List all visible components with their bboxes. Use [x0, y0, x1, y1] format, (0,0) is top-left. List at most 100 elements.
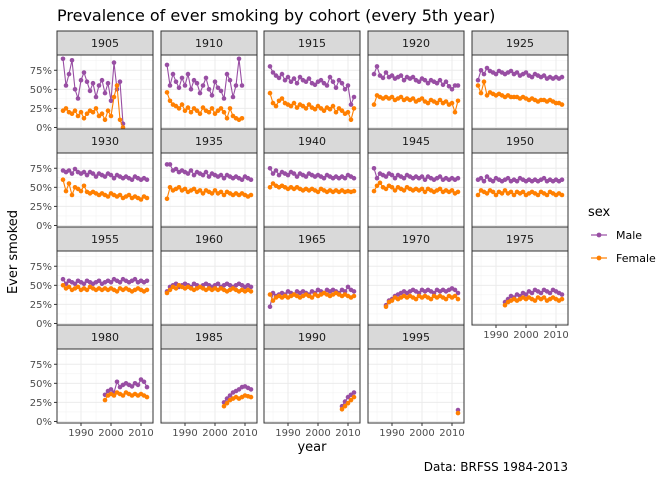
series-male-point — [233, 83, 239, 88]
y-tick-label: 0% — [36, 417, 52, 428]
series-male-point — [425, 80, 431, 86]
series-female-point — [78, 109, 84, 115]
series-male-point — [342, 87, 348, 92]
series-female-point — [221, 192, 227, 198]
series-male-point — [327, 74, 333, 80]
series-male-point — [144, 384, 150, 390]
chart-caption: Data: BRFSS 1984-2013 — [424, 460, 568, 474]
series-female-point — [532, 298, 538, 303]
series-female-point — [455, 410, 461, 416]
series-male-point — [294, 174, 300, 179]
series-female-point — [179, 102, 185, 107]
series-male-point — [452, 287, 458, 293]
x-tick-label: 2010 — [232, 428, 257, 439]
series-male-point — [129, 384, 135, 389]
x-tick-label: 2010 — [439, 428, 464, 439]
series-male-point — [389, 73, 395, 78]
series-female-point — [144, 195, 150, 201]
series-male-point — [197, 90, 203, 96]
series-male-point — [559, 292, 565, 297]
facet-1960: 1960 — [160, 226, 258, 326]
series-male-point — [270, 70, 276, 75]
series-male-point — [345, 83, 351, 88]
facet-strip-label: 1980 — [91, 331, 119, 344]
series-male-point — [541, 73, 547, 78]
x-tick-label: 1990 — [379, 428, 404, 439]
facet-panel-background — [57, 153, 153, 227]
series-male-point — [66, 168, 72, 173]
series-female-point — [437, 186, 443, 192]
series-female-point — [191, 186, 197, 192]
x-tick-label: 2000 — [409, 428, 434, 439]
series-female-point — [248, 192, 254, 198]
facet-strip — [160, 128, 258, 154]
series-female-point — [114, 289, 120, 294]
series-male-point — [392, 175, 398, 181]
facet-1995: 1995 1990 2000 2010 — [367, 324, 465, 439]
series-male-point — [221, 175, 227, 181]
series-female-point — [182, 186, 188, 192]
series-female-point — [81, 116, 87, 121]
series-female-point — [419, 186, 425, 192]
series-female-point — [209, 106, 215, 111]
y-tick-label: 0% — [36, 319, 52, 330]
series-male-point — [401, 175, 407, 181]
series-female-point — [339, 108, 345, 113]
legend-label: Female — [616, 252, 656, 265]
series-male-point — [505, 175, 511, 181]
series-female-point — [218, 106, 224, 111]
series-female-point — [164, 290, 170, 296]
series-female-point — [167, 185, 173, 190]
series-male-point — [81, 70, 87, 75]
series-female-point — [188, 109, 194, 115]
series-male-point — [99, 77, 105, 83]
series-male-point — [72, 166, 78, 172]
series-male-point — [371, 71, 377, 77]
series-male-point — [72, 87, 78, 92]
series-male-point — [117, 79, 123, 84]
facet-strip — [471, 128, 569, 154]
series-female-point — [428, 296, 434, 302]
series-male-point — [236, 56, 242, 62]
y-tick-label: 75% — [30, 164, 52, 175]
facet-panel-border — [56, 348, 154, 424]
series-female-point — [348, 117, 354, 123]
series-female-point — [138, 197, 144, 202]
series-female-point — [443, 99, 449, 104]
series-male-point — [81, 281, 87, 287]
series-male-point — [324, 83, 330, 88]
series-male-point — [218, 172, 224, 178]
series-male-point — [333, 85, 339, 91]
series-male-point — [339, 80, 345, 86]
series-female-point — [351, 106, 357, 111]
series-male-point — [303, 174, 309, 179]
legend-label: Male — [616, 229, 642, 242]
series-female-point — [111, 94, 117, 100]
series-male-point — [410, 74, 416, 80]
series-male-point — [422, 77, 428, 83]
series-male-point — [285, 172, 291, 178]
series-female-point — [449, 188, 455, 193]
series-female-point — [200, 191, 206, 196]
facet-panel-border — [367, 348, 465, 424]
series-female-point — [117, 192, 123, 198]
series-male-point — [351, 175, 357, 181]
legend: sex Male Female — [588, 205, 656, 265]
series-female-point — [173, 286, 179, 291]
series-female-point — [279, 96, 285, 101]
series-male-point — [176, 85, 182, 91]
series-male-point — [102, 90, 108, 96]
series-female-point — [227, 106, 233, 111]
series-male-point — [239, 177, 245, 182]
facet-strip — [367, 324, 465, 350]
series-male-point — [523, 70, 529, 75]
series-male-point — [398, 73, 404, 78]
series-female-point — [410, 96, 416, 101]
series-male-point — [419, 174, 425, 179]
y-axis-title: Ever smoked — [6, 210, 21, 294]
facet-strip-label: 1920 — [402, 37, 430, 50]
series-male-point — [529, 74, 535, 80]
series-male-point — [188, 168, 194, 173]
series-female-point — [120, 393, 126, 398]
